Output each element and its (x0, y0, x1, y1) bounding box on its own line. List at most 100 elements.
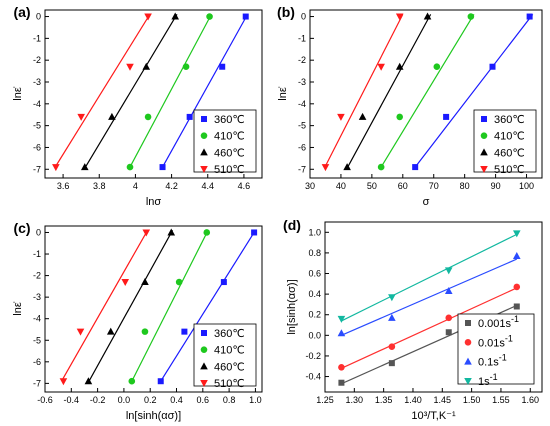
legend-label-superscript: -1 (505, 333, 513, 343)
y-tick-label: 0.4 (308, 289, 321, 299)
data-point (445, 329, 452, 336)
legend: 360℃ 410℃ 460℃ 510℃ (473, 109, 537, 176)
chart-panel-4: 1.25 1.30 1.35 1.40 1.45 1.50 1.55 1.60 -0.4 -0.2… (283, 217, 543, 422)
y-tick-label: 0.6 (308, 269, 321, 279)
x-tick-label: 3.8 (93, 181, 106, 191)
x-tick-label: 70 (429, 181, 439, 191)
data-point (321, 164, 330, 172)
y-tick-label: -3 (298, 77, 306, 87)
x-tick-label: 60 (398, 181, 408, 191)
panel-label: (a) (13, 4, 30, 20)
x-tick-label: 30 (305, 181, 315, 191)
legend-label: 0.01s-1 (478, 333, 513, 349)
data-point (203, 229, 211, 236)
plot-frame (309, 9, 543, 179)
x-axis-label: 10³/T,K⁻¹ (411, 410, 456, 422)
data-point (337, 315, 346, 323)
data-point (142, 62, 151, 70)
data-point (489, 63, 496, 70)
data-point (128, 377, 136, 385)
fit-line (414, 13, 534, 168)
data-point (219, 63, 226, 70)
x-tick-label: 4 (133, 181, 138, 191)
y-tick-label: -7 (33, 164, 41, 174)
legend-label: 460℃ (214, 361, 245, 373)
panel-label: (d) (283, 217, 301, 233)
series-4 (59, 229, 151, 386)
data-point (396, 113, 404, 121)
legend-marker (480, 166, 488, 173)
fit-line (131, 230, 209, 382)
series-4 (52, 13, 152, 172)
data-point (251, 229, 258, 236)
y-tick-label: -3 (33, 77, 41, 87)
legend-label: 360℃ (214, 328, 245, 340)
y-tick-label: -0.4 (305, 372, 321, 382)
x-tick-label: 90 (491, 181, 501, 191)
data-point (121, 279, 130, 287)
y-tick-label: -4 (33, 314, 41, 324)
x-axis-label: σ (423, 196, 430, 208)
data-point (77, 113, 85, 121)
x-tick-label: 1.50 (463, 395, 481, 405)
series-2 (126, 13, 213, 171)
fit-line (324, 14, 404, 167)
x-tick-label: 80 (460, 181, 470, 191)
legend: 360℃ 410℃ 460℃ 510℃ (193, 323, 257, 390)
data-point (444, 287, 453, 295)
data-point (182, 63, 190, 71)
legend-label: 510℃ (494, 164, 525, 176)
series-1 (159, 13, 249, 171)
x-tick-label: 50 (367, 181, 377, 191)
legend-marker (200, 380, 208, 387)
legend-label: 510℃ (214, 378, 245, 390)
x-tick-label: 3.6 (57, 181, 70, 191)
data-point (144, 113, 152, 121)
y-tick-label: 0.0 (308, 330, 321, 340)
fit-line (160, 229, 256, 382)
y-axis-label: lnε̇ (12, 301, 24, 315)
fit-line (84, 14, 178, 169)
legend-label-superscript: -1 (499, 353, 507, 363)
legend-label: 360℃ (214, 114, 245, 126)
y-axis-label: ln[sinh(ασ)] (286, 279, 298, 334)
data-point (106, 327, 115, 335)
legend-marker (480, 132, 488, 139)
y-tick-label: -3 (33, 292, 41, 302)
data-point (395, 13, 404, 21)
x-tick-label: -0.6 (37, 395, 53, 405)
data-point (84, 377, 93, 385)
plot-frame (44, 225, 263, 393)
series-4 (337, 230, 521, 323)
x-tick-label: 0.6 (197, 395, 210, 405)
x-axis-label: lnσ (146, 196, 162, 208)
data-point (159, 164, 166, 171)
legend-label-superscript: -1 (511, 314, 519, 324)
data-point (388, 313, 396, 321)
legend-marker (464, 357, 472, 365)
plot-frame (44, 9, 263, 179)
y-tick-label: -5 (33, 121, 41, 131)
series-1 (412, 13, 534, 171)
data-point (242, 13, 249, 20)
chart-panel-2: 30 40 50 60 70 80 90 100 0 -1 -2 -3 -4 -5 -6 -7 σ lnε̇ (b)… (277, 4, 543, 208)
y-axis-label: lnε̇ (277, 86, 289, 100)
y-tick-label: 0 (36, 12, 41, 22)
series-3 (80, 12, 179, 171)
x-axis-label: ln[sinh(ασ)] (126, 410, 181, 422)
data-point (141, 278, 149, 286)
y-tick-label: -1 (33, 249, 41, 259)
y-tick-label: -2 (298, 55, 306, 65)
data-point (108, 112, 116, 120)
data-point (338, 363, 345, 371)
panel-label: (c) (13, 220, 30, 236)
y-tick-label: 0 (301, 12, 306, 22)
y-tick-label: -5 (298, 121, 306, 131)
data-point (126, 63, 134, 71)
x-tick-label: 1.60 (522, 395, 540, 405)
x-tick-label: 40 (336, 181, 346, 191)
data-point (52, 164, 60, 172)
x-tick-label: 1.0 (249, 395, 262, 405)
data-point (388, 343, 396, 350)
legend-marker (200, 132, 208, 139)
